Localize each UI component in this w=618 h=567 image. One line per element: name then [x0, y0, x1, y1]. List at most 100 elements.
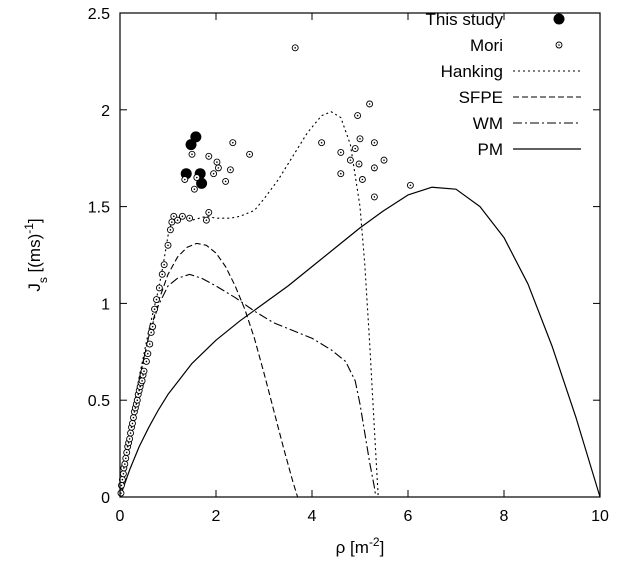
mori-point: [158, 270, 166, 278]
mori-point: [129, 414, 137, 422]
mori-point: [147, 328, 155, 336]
series-lines: [119, 111, 601, 498]
mori-point: [117, 481, 125, 489]
mori-point: [142, 358, 150, 365]
mori-point: [406, 181, 414, 189]
y-axis-label-close: ]: [25, 218, 44, 223]
mori-point: [351, 145, 359, 152]
y-axis-label-text: J: [25, 283, 44, 292]
axis-ticks: [119, 12, 601, 498]
mori-point: [355, 160, 363, 168]
y-tick-label: 1: [101, 296, 110, 313]
x-axis-label-close: ]: [380, 538, 385, 557]
x-tick-label: 4: [308, 508, 317, 525]
mori-point: [133, 396, 141, 404]
mori-point: [178, 212, 186, 220]
mori-point: [210, 170, 218, 178]
mori-point: [380, 156, 388, 164]
mori-point: [318, 139, 326, 147]
legend: This study Mori Hanking SFPE WM PM: [426, 10, 581, 159]
legend-label-pm: PM: [478, 140, 504, 159]
mori-point: [370, 164, 378, 172]
legend-label-sfpe: SFPE: [459, 88, 503, 107]
mori-point: [356, 135, 364, 143]
mori-point: [337, 148, 345, 156]
pm-line: [119, 186, 601, 498]
y-tick-label: 0: [101, 490, 110, 507]
legend-swatch-mori: [555, 41, 563, 49]
x-axis-label-sup: -2: [369, 535, 380, 549]
mori-point: [186, 214, 194, 222]
mori-point: [151, 305, 159, 313]
y-tick-label: 2: [101, 103, 110, 120]
mori-point: [222, 177, 230, 185]
mori-point: [127, 429, 135, 437]
mori-point: [205, 208, 213, 216]
wm-line: [119, 273, 377, 498]
mori-point: [149, 323, 157, 331]
x-axis-label: ρ [m-2]: [336, 535, 385, 557]
mori-point: [193, 174, 201, 182]
y-tick-label: 0.5: [88, 393, 110, 410]
this-study-point: [190, 131, 202, 143]
legend-label-hanking: Hanking: [441, 62, 503, 81]
mori-point: [246, 150, 254, 158]
mori-point: [153, 296, 160, 303]
sfpe-line: [119, 242, 299, 498]
mori-point: [117, 489, 125, 497]
y-tick-label: 1.5: [88, 200, 110, 217]
mori-point: [119, 470, 127, 478]
mori-point: [144, 350, 152, 358]
mori-point: [174, 216, 182, 224]
mori-point: [138, 377, 146, 385]
mori-point: [122, 454, 130, 462]
mori-point: [190, 185, 198, 193]
mori-point: [354, 112, 362, 120]
legend-label-wm: WM: [473, 114, 503, 133]
mori-point: [346, 156, 354, 164]
mori-point: [337, 170, 345, 178]
mori-point: [291, 44, 299, 52]
mori-point: [229, 139, 237, 147]
mori-point: [146, 340, 154, 348]
y-axis-label-sub: s: [36, 277, 50, 283]
tick-labels: 0 2 4 6 8 10 0 0.5 1 1.5 2 2.5: [88, 6, 609, 525]
mori-point: [214, 164, 222, 172]
mori-point: [370, 139, 378, 147]
legend-label-this-study: This study: [426, 10, 504, 29]
series-markers: [117, 44, 414, 497]
mori-point: [205, 152, 213, 160]
x-tick-label: 10: [591, 508, 609, 525]
y-axis-label-mid: [(ms): [25, 234, 44, 277]
y-axis-label: Js [(ms)-1]: [22, 218, 50, 291]
mori-point: [160, 261, 168, 269]
mori-point: [126, 435, 134, 443]
legend-label-mori: Mori: [470, 36, 503, 55]
y-axis-label-sup: -1: [22, 223, 36, 234]
mori-point: [226, 166, 234, 174]
mori-point: [370, 193, 378, 201]
mori-point: [181, 176, 189, 183]
x-axis-label-text: ρ [m: [336, 538, 369, 557]
plot-frame: [119, 12, 601, 498]
mori-point: [168, 218, 176, 226]
x-tick-label: 6: [404, 508, 413, 525]
mori-point: [121, 460, 129, 468]
mori-point: [123, 449, 131, 456]
x-tick-label: 0: [116, 508, 125, 525]
mori-point: [213, 158, 221, 166]
mori-point: [202, 216, 210, 224]
mori-point: [366, 100, 374, 108]
mori-point: [155, 284, 163, 292]
mori-point: [166, 226, 174, 234]
x-tick-label: 2: [212, 508, 221, 525]
y-tick-label: 2.5: [88, 6, 110, 23]
mori-point: [164, 241, 172, 249]
mori-point: [140, 367, 148, 375]
hanking-line: [119, 111, 379, 498]
x-tick-label: 8: [500, 508, 509, 525]
this-study-point: [196, 177, 208, 189]
mori-point: [129, 419, 136, 427]
